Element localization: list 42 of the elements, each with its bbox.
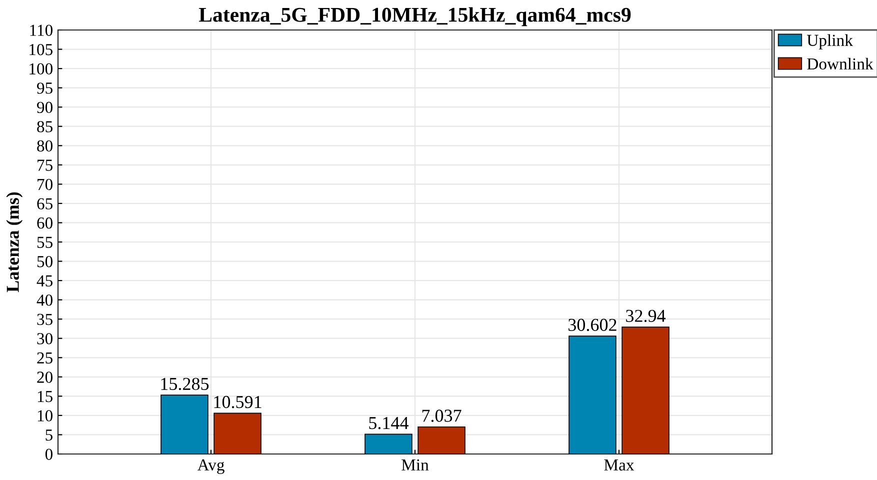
x-tick-label: Max xyxy=(604,460,634,471)
bar xyxy=(214,412,262,454)
data-label: 32.94 xyxy=(626,310,666,322)
chart-title: Latenza_5G_FDD_10MHz_15kHz_qam64_mcs9 xyxy=(198,7,631,26)
data-label: 10.591 xyxy=(214,396,262,408)
y-tick-label: 105 xyxy=(30,44,52,56)
bar xyxy=(364,434,412,454)
data-label: 30.602 xyxy=(568,318,616,332)
bar xyxy=(418,426,466,454)
y-tick-label: 110 xyxy=(30,24,53,36)
y-tick-label: 100 xyxy=(30,63,53,74)
y-tick-label: 35 xyxy=(37,314,52,326)
y-tick-label: 80 xyxy=(37,140,53,152)
y-tick-label: 25 xyxy=(37,352,52,364)
data-label: 5.144 xyxy=(369,417,409,430)
y-tick-label: 30 xyxy=(37,333,53,344)
y-tick-label: 0 xyxy=(45,448,53,460)
bar xyxy=(160,394,208,454)
bar xyxy=(622,326,670,454)
y-tick-label: 20 xyxy=(37,372,53,383)
y-tick-label: 95 xyxy=(37,82,52,94)
y-axis-title: Latenza (ms) xyxy=(6,192,23,292)
x-tick-label: Avg xyxy=(197,459,224,474)
y-tick-label: 70 xyxy=(38,178,53,190)
y-tick-label: 60 xyxy=(37,217,53,229)
y-tick-label: 45 xyxy=(36,275,52,286)
y-tick-label: 50 xyxy=(37,256,53,268)
y-tick-label: 10 xyxy=(38,410,53,422)
y-tick-label: 65 xyxy=(37,198,52,210)
bar xyxy=(568,336,616,454)
data-label: 7.037 xyxy=(422,410,462,422)
data-label: 15.285 xyxy=(161,378,209,390)
y-tick-label: 85 xyxy=(37,121,52,132)
x-tick-label: Min xyxy=(402,459,429,470)
y-tick-label: 15 xyxy=(38,390,52,402)
legend-label: Uplink xyxy=(806,34,853,50)
y-tick-label: 55 xyxy=(37,236,52,248)
y-tick-label: 5 xyxy=(46,430,52,441)
y-tick-label: 75 xyxy=(38,160,52,171)
y-tick-label: 90 xyxy=(37,102,53,114)
y-tick-label: 40 xyxy=(36,294,53,306)
legend-label: Downlink xyxy=(807,58,874,70)
